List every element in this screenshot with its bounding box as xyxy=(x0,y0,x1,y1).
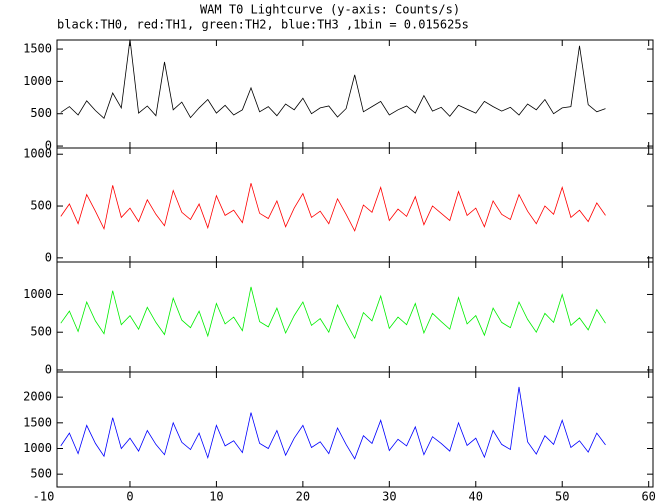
x-tick-label: 20 xyxy=(296,490,310,504)
y-tick-label: 500 xyxy=(30,467,52,481)
x-tick-label: 10 xyxy=(209,490,223,504)
light-curve xyxy=(60,39,606,120)
y-tick-label: 1000 xyxy=(23,441,52,455)
x-tick-label: 40 xyxy=(469,490,483,504)
chart-subtitle: black:TH0, red:TH1, green:TH2, blue:TH3 … xyxy=(57,18,469,32)
y-tick-label: 2000 xyxy=(23,390,52,404)
y-tick-label: 500 xyxy=(30,325,52,339)
panel-frame xyxy=(56,371,654,488)
light-curve xyxy=(60,183,606,232)
x-tick-label: -10 xyxy=(33,490,55,504)
y-tick-label: 1500 xyxy=(23,42,52,56)
x-tick-label: 30 xyxy=(382,490,396,504)
y-tick-label: 0 xyxy=(45,250,52,264)
panel-frame xyxy=(56,39,654,149)
panel-frame xyxy=(56,147,654,263)
y-tick-label: 1500 xyxy=(23,415,52,429)
panel-frame xyxy=(56,261,654,373)
y-tick-label: 1000 xyxy=(23,74,52,88)
y-tick-label: 500 xyxy=(30,199,52,213)
light-curve xyxy=(60,286,606,340)
y-tick-label: 1000 xyxy=(23,287,52,301)
light-curve xyxy=(60,386,606,460)
y-tick-label: 0 xyxy=(45,139,52,153)
y-tick-label: 0 xyxy=(45,362,52,376)
chart-title: WAM T0 Lightcurve (y-axis: Counts/s) xyxy=(200,3,460,17)
y-tick-label: 500 xyxy=(30,106,52,120)
y-tick-label: 1000 xyxy=(23,147,52,161)
x-tick-label: 60 xyxy=(641,490,655,504)
x-tick-label: 50 xyxy=(555,490,569,504)
x-tick-label: 0 xyxy=(126,490,133,504)
